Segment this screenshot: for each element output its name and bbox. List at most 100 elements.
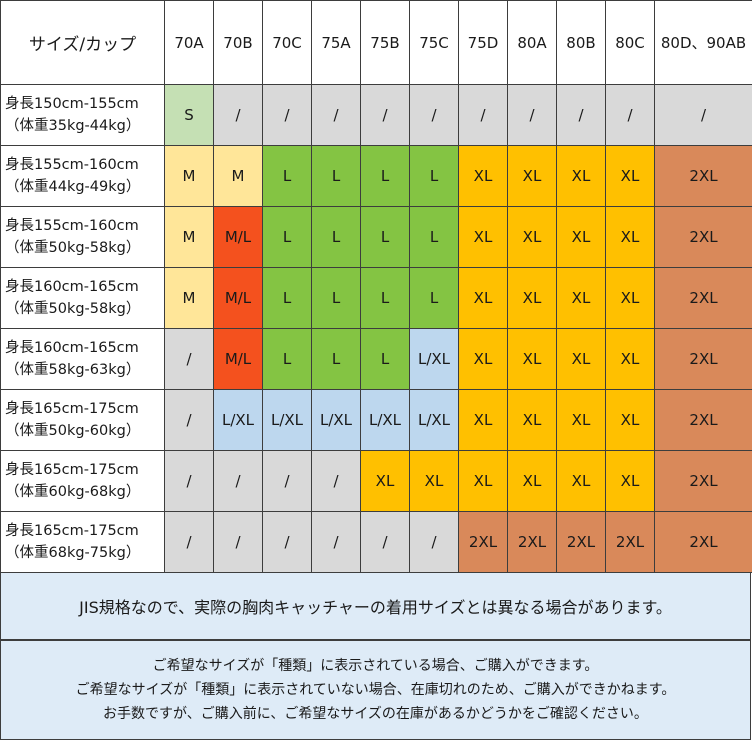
size-cell: /	[311, 450, 361, 512]
row-header: 身長160cm-165cm （体重58kg-63kg）	[0, 328, 165, 390]
size-cell: L/XL	[311, 389, 361, 451]
size-cell: L	[360, 145, 410, 207]
size-cell: 2XL	[507, 511, 557, 573]
row-header: 身長150cm-155cm （体重35kg-44kg）	[0, 84, 165, 146]
column-header: 75C	[409, 0, 459, 85]
row-header: 身長160cm-165cm （体重50kg-58kg）	[0, 267, 165, 329]
row-height-range: 身長160cm-165cm	[5, 279, 139, 295]
table-row: 身長150cm-155cm （体重35kg-44kg） S / / / / / / / / / /	[0, 84, 752, 146]
size-cell: 2XL	[654, 389, 752, 451]
size-cell: /	[458, 84, 508, 146]
size-chart-table: サイズ/カップ 70A 70B 70C 75A 75B 75C 75D 80A 80B 80C 80…	[0, 0, 752, 573]
size-cell: L/XL	[360, 389, 410, 451]
size-cell: XL	[605, 267, 655, 329]
size-cell: /	[262, 511, 312, 573]
purchase-note-line: ご希望なサイズが「種類」に表示されている場合、ご購入ができます。	[152, 658, 599, 674]
column-header: 70A	[164, 0, 214, 85]
size-cell: /	[164, 328, 214, 390]
size-cell: XL	[458, 267, 508, 329]
jis-disclaimer: JIS規格なので、実際の胸肉キャッチャーの着用サイズとは異なる場合があります。	[0, 572, 751, 640]
size-cell: L	[360, 206, 410, 268]
size-cell: /	[409, 511, 459, 573]
column-header: 80B	[556, 0, 606, 85]
size-cell: /	[556, 84, 606, 146]
row-header: 身長165cm-175cm （体重50kg-60kg）	[0, 389, 165, 451]
table-row: 身長165cm-175cm （体重60kg-68kg） / / / / XL XL XL XL XL…	[0, 450, 752, 512]
size-cell: L/XL	[262, 389, 312, 451]
size-cell: M/L	[213, 267, 263, 329]
table-row: 身長160cm-165cm （体重58kg-63kg） / M/L L L L L/XL XL X…	[0, 328, 752, 390]
size-chart-body: 身長150cm-155cm （体重35kg-44kg） S / / / / / / / / / / 身長1…	[0, 84, 752, 573]
row-weight-range: （体重35kg-44kg）	[5, 118, 141, 134]
size-cell: L	[409, 145, 459, 207]
size-cell: XL	[605, 450, 655, 512]
size-cell: 2XL	[654, 267, 752, 329]
row-weight-range: （体重44kg-49kg）	[5, 179, 141, 195]
column-header: 75D	[458, 0, 508, 85]
row-height-range: 身長155cm-160cm	[5, 157, 139, 173]
size-cell: L/XL	[213, 389, 263, 451]
size-cell: L	[311, 267, 361, 329]
size-cell: XL	[605, 206, 655, 268]
purchase-note-line: お手数ですが、ご購入前に、ご希望なサイズの在庫があるかどうかをご確認ください。	[103, 706, 648, 722]
size-cell: /	[311, 511, 361, 573]
size-cell: XL	[556, 450, 606, 512]
size-cell: /	[164, 389, 214, 451]
size-cell: XL	[507, 206, 557, 268]
size-cell: M	[164, 206, 214, 268]
size-cell: L	[311, 328, 361, 390]
size-cell: XL	[556, 389, 606, 451]
column-header: 80D、90AB	[654, 0, 752, 85]
size-cell: XL	[458, 206, 508, 268]
table-row: 身長155cm-160cm （体重50kg-58kg） M M/L L L L L XL XL XL…	[0, 206, 752, 268]
size-cell: XL	[458, 389, 508, 451]
size-cell: XL	[409, 450, 459, 512]
column-header: 80C	[605, 0, 655, 85]
row-weight-range: （体重58kg-63kg）	[5, 362, 141, 378]
size-cell: 2XL	[654, 328, 752, 390]
size-cell: XL	[458, 328, 508, 390]
row-header: 身長155cm-160cm （体重44kg-49kg）	[0, 145, 165, 207]
size-cell: XL	[605, 389, 655, 451]
size-cell: XL	[507, 267, 557, 329]
size-cell: XL	[360, 450, 410, 512]
size-cell: L	[360, 328, 410, 390]
size-cell: /	[213, 84, 263, 146]
size-cell: 2XL	[654, 145, 752, 207]
size-cell: /	[409, 84, 459, 146]
size-cell: M/L	[213, 206, 263, 268]
size-cell: /	[164, 511, 214, 573]
size-cell: L	[262, 267, 312, 329]
size-cell: /	[360, 84, 410, 146]
size-cell: /	[605, 84, 655, 146]
size-cell: XL	[458, 450, 508, 512]
table-row: 身長155cm-160cm （体重44kg-49kg） M M L L L L XL XL XL XL…	[0, 145, 752, 207]
size-cell: /	[507, 84, 557, 146]
size-cell: /	[311, 84, 361, 146]
size-cell: XL	[605, 328, 655, 390]
purchase-notes: ご希望なサイズが「種類」に表示されている場合、ご購入ができます。ご希望なサイズが…	[0, 640, 751, 740]
size-cell: 2XL	[654, 206, 752, 268]
size-cell: L	[311, 206, 361, 268]
column-header: 70B	[213, 0, 263, 85]
header-row: サイズ/カップ 70A 70B 70C 75A 75B 75C 75D 80A 80B 80C 80…	[0, 0, 752, 85]
size-cell: XL	[556, 145, 606, 207]
size-cell: L	[311, 145, 361, 207]
size-cell: XL	[507, 389, 557, 451]
size-cell: /	[654, 84, 752, 146]
row-weight-range: （体重68kg-75kg）	[5, 545, 141, 561]
column-header: 80A	[507, 0, 557, 85]
column-header: 75A	[311, 0, 361, 85]
row-height-range: 身長160cm-165cm	[5, 340, 139, 356]
purchase-note-line: ご希望なサイズが「種類」に表示されていない場合、在庫切れのため、ご購入ができかね…	[75, 682, 676, 698]
size-cell: S	[164, 84, 214, 146]
size-cell: L	[262, 206, 312, 268]
row-weight-range: （体重50kg-58kg）	[5, 301, 141, 317]
corner-label: サイズ/カップ	[0, 0, 165, 85]
size-cell: L	[409, 267, 459, 329]
size-cell: M	[213, 145, 263, 207]
row-height-range: 身長165cm-175cm	[5, 401, 139, 417]
size-cell: 2XL	[654, 511, 752, 573]
row-header: 身長165cm-175cm （体重60kg-68kg）	[0, 450, 165, 512]
size-cell: XL	[556, 206, 606, 268]
